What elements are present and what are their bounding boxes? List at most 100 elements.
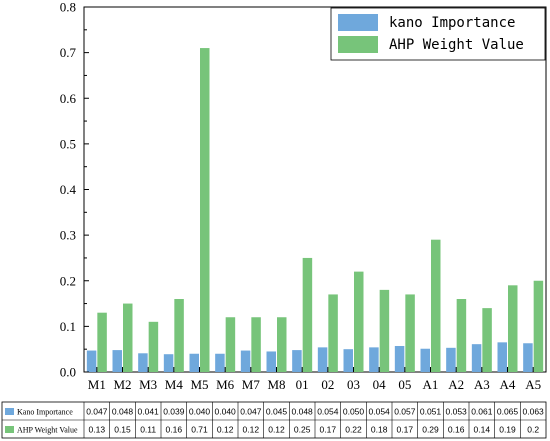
table-cell: 0.061 xyxy=(471,407,493,417)
x-tick-label: M5 xyxy=(190,377,208,392)
legend-swatch-kano xyxy=(338,14,378,31)
table-cell: 0.040 xyxy=(189,407,211,417)
table-cell: 0.12 xyxy=(243,425,260,435)
bar-ahp-m5 xyxy=(200,48,210,372)
bar-ahp-a5 xyxy=(533,280,544,372)
table-cell: 0.057 xyxy=(394,407,416,417)
table-cell: 0.063 xyxy=(523,407,545,417)
table-cell: 0.22 xyxy=(345,425,362,435)
bar-kano-m6 xyxy=(215,353,225,372)
table-cell: 0.048 xyxy=(292,407,314,417)
bar-ahp-m6 xyxy=(225,317,236,372)
bar-ahp-m1 xyxy=(97,312,107,372)
bars xyxy=(86,48,544,372)
table-cell: 0.047 xyxy=(86,407,108,417)
y-tick-label: 0.1 xyxy=(60,319,76,334)
x-tick-label: A2 xyxy=(448,377,464,392)
x-tick-label: A5 xyxy=(525,377,541,392)
table-cell: 0.12 xyxy=(268,425,285,435)
x-tick-label: A1 xyxy=(423,377,439,392)
x-tick-label: 03 xyxy=(347,377,360,392)
x-tick-label: M1 xyxy=(88,377,106,392)
table-swatch-kano xyxy=(5,408,14,415)
table-row-label-kano: Kano Importance xyxy=(17,408,73,417)
data-table: Kano Importance 0.047 0.048 0.041 0.039 0.040… xyxy=(1,401,547,439)
plot-frame xyxy=(83,6,547,373)
y-tick-label: 0.6 xyxy=(60,91,77,106)
table-cell: 0.045 xyxy=(266,407,288,417)
legend-label-ahp: AHP Weight Value xyxy=(389,37,524,53)
bar-ahp-o4 xyxy=(379,289,390,372)
bar-ahp-o1 xyxy=(302,257,313,372)
table-cell: 0.065 xyxy=(497,407,519,417)
x-tick-label: 05 xyxy=(398,377,411,392)
bar-kano-o1 xyxy=(292,350,302,372)
bar-kano-a4 xyxy=(497,342,507,372)
axes: 0.0 0.1 0.2 0.3 0.4 0.5 0.6 0.7 0.8 M1 M2 M3 M4 M5 M6 M… xyxy=(60,0,541,392)
table-cell: 0.29 xyxy=(422,425,439,435)
table-cell: 0.050 xyxy=(343,407,365,417)
table-cell: 0.15 xyxy=(114,425,131,435)
bar-ahp-o3 xyxy=(354,271,364,372)
y-tick-label: 0.3 xyxy=(60,228,76,243)
table-cell: 0.13 xyxy=(89,425,106,435)
x-tick-label: M6 xyxy=(216,377,235,392)
bar-ahp-m4 xyxy=(174,299,184,372)
bar-kano-o3 xyxy=(343,349,353,372)
bar-kano-a5 xyxy=(523,343,533,372)
table-cell: 0.25 xyxy=(294,425,311,435)
y-tick-label: 0.7 xyxy=(60,45,77,60)
bar-kano-m4 xyxy=(163,354,174,372)
x-tick-label: 01 xyxy=(296,377,309,392)
bar-kano-a2 xyxy=(446,347,456,372)
table-cell: 0.048 xyxy=(112,407,134,417)
table-cell: 0.2 xyxy=(527,425,539,435)
bar-kano-m2 xyxy=(112,350,122,372)
bar-kano-m5 xyxy=(189,353,199,372)
x-tick-label: M8 xyxy=(267,377,285,392)
y-tick-label: 0.2 xyxy=(60,273,76,288)
bar-kano-m1 xyxy=(86,350,97,372)
x-tick-label: 02 xyxy=(321,377,334,392)
legend-label-kano: kano Importance xyxy=(389,15,515,31)
table-cell: 0.18 xyxy=(371,425,388,435)
x-tick-label: M4 xyxy=(165,377,184,392)
table-cell: 0.040 xyxy=(215,407,237,417)
table-cell: 0.12 xyxy=(217,425,234,435)
bar-kano-o2 xyxy=(317,347,328,372)
x-tick-label: 04 xyxy=(373,377,387,392)
bar-kano-m7 xyxy=(240,350,251,372)
bar-ahp-o2 xyxy=(328,294,338,372)
y-tick-label: 0.8 xyxy=(60,0,76,15)
table-cell: 0.16 xyxy=(166,425,183,435)
bar-ahp-m2 xyxy=(123,303,133,372)
x-tick-label: M3 xyxy=(139,377,157,392)
bar-ahp-o5 xyxy=(405,294,415,372)
bar-ahp-m8 xyxy=(277,317,287,372)
table-cell: 0.054 xyxy=(317,407,339,417)
x-tick-label: A4 xyxy=(500,377,516,392)
bar-kano-m8 xyxy=(266,351,276,372)
table-cell: 0.71 xyxy=(191,425,208,435)
table-cell: 0.053 xyxy=(446,407,468,417)
table-cell: 0.051 xyxy=(420,407,442,417)
bar-ahp-a3 xyxy=(482,308,492,372)
bar-ahp-m3 xyxy=(148,321,159,372)
table-cell: 0.16 xyxy=(448,425,465,435)
x-tick-label: M7 xyxy=(242,377,261,392)
bar-kano-m3 xyxy=(138,353,148,372)
x-tick-label: M2 xyxy=(113,377,131,392)
bar-ahp-m7 xyxy=(251,317,261,372)
y-tick-label: 0.5 xyxy=(60,136,76,151)
table-cell: 0.041 xyxy=(138,407,160,417)
table-swatch-ahp xyxy=(5,426,14,433)
x-tick-label: A3 xyxy=(474,377,490,392)
bar-kano-o5 xyxy=(394,345,405,372)
table-cell: 0.19 xyxy=(499,425,516,435)
bar-kano-a1 xyxy=(420,348,430,372)
plot-area xyxy=(83,6,547,373)
table-cell: 0.054 xyxy=(369,407,391,417)
bar-ahp-a1 xyxy=(431,239,441,372)
bar-ahp-a4 xyxy=(508,285,518,372)
